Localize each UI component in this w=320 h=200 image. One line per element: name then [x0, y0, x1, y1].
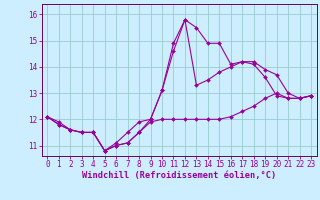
X-axis label: Windchill (Refroidissement éolien,°C): Windchill (Refroidissement éolien,°C) — [82, 171, 276, 180]
